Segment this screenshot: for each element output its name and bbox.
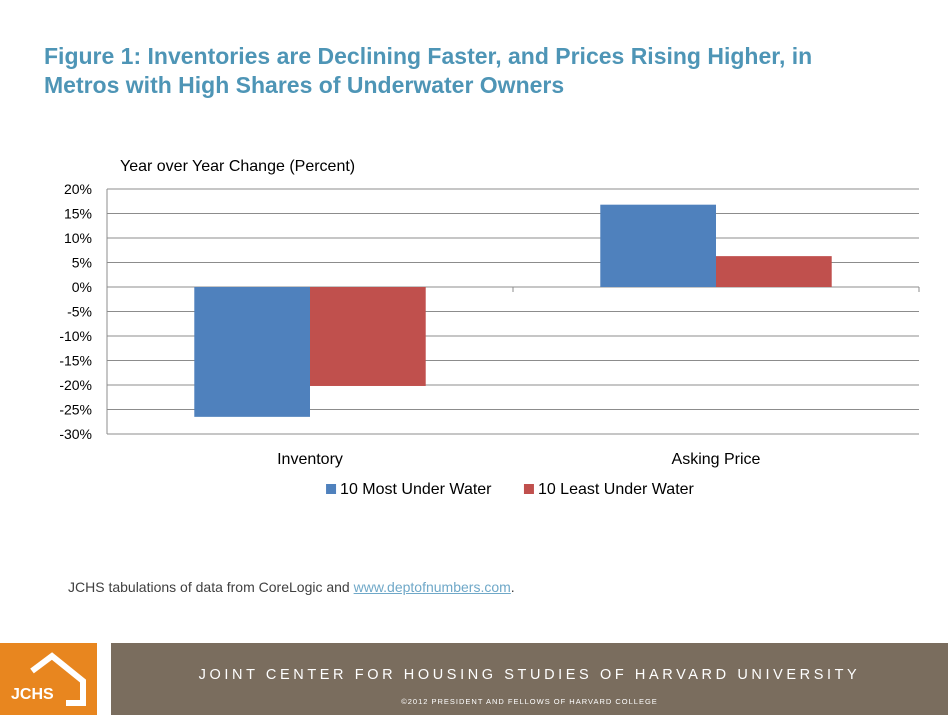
y-tick-label: 10% — [64, 230, 92, 246]
legend-label: 10 Most Under Water — [340, 481, 492, 498]
footer-organization: JOINT CENTER FOR HOUSING STUDIES OF HARV… — [198, 667, 861, 683]
y-tick-label: -10% — [59, 328, 92, 344]
slide-title: Figure 1: Inventories are Declining Fast… — [44, 42, 924, 100]
bar — [194, 287, 310, 417]
bar — [310, 287, 426, 386]
title-line-2: Metros with High Shares of Underwater Ow… — [44, 72, 565, 98]
y-tick-label: -30% — [59, 426, 92, 442]
source-note: JCHS tabulations of data from CoreLogic … — [68, 579, 515, 595]
y-tick-label: -25% — [59, 402, 92, 418]
bar — [716, 256, 832, 287]
title-line-1: Figure 1: Inventories are Declining Fast… — [44, 43, 813, 69]
y-tick-label: -15% — [59, 353, 92, 369]
y-tick-label: 5% — [72, 255, 92, 271]
source-link[interactable]: www.deptofnumbers.com — [353, 579, 511, 595]
logo-text: JCHS — [11, 686, 54, 703]
jchs-logo: JCHS — [0, 643, 97, 715]
footer-copyright: ©2012 PRESIDENT AND FELLOWS OF HARVARD C… — [401, 697, 658, 706]
house-logo-icon: JCHS — [11, 652, 86, 706]
y-axis-label: Year over Year Change (Percent) — [120, 158, 355, 175]
footer-band: JOINT CENTER FOR HOUSING STUDIES OF HARV… — [111, 643, 948, 715]
x-category-label: Inventory — [277, 451, 343, 468]
y-tick-label: -5% — [67, 304, 92, 320]
legend-label: 10 Least Under Water — [538, 481, 695, 498]
y-tick-label: 15% — [64, 206, 92, 222]
bar — [600, 204, 716, 287]
legend-swatch — [523, 484, 534, 494]
y-tick-label: 20% — [64, 181, 92, 197]
legend-swatch — [326, 484, 337, 494]
bar-chart: Year over Year Change (Percent) 20% 15% 10%… — [59, 158, 920, 498]
y-tick-label: 0% — [72, 279, 92, 295]
x-category-label: Asking Price — [672, 451, 761, 468]
source-prefix: JCHS tabulations of data from CoreLogic … — [68, 579, 354, 595]
y-tick-label: -20% — [59, 377, 92, 393]
source-suffix: . — [510, 579, 515, 595]
